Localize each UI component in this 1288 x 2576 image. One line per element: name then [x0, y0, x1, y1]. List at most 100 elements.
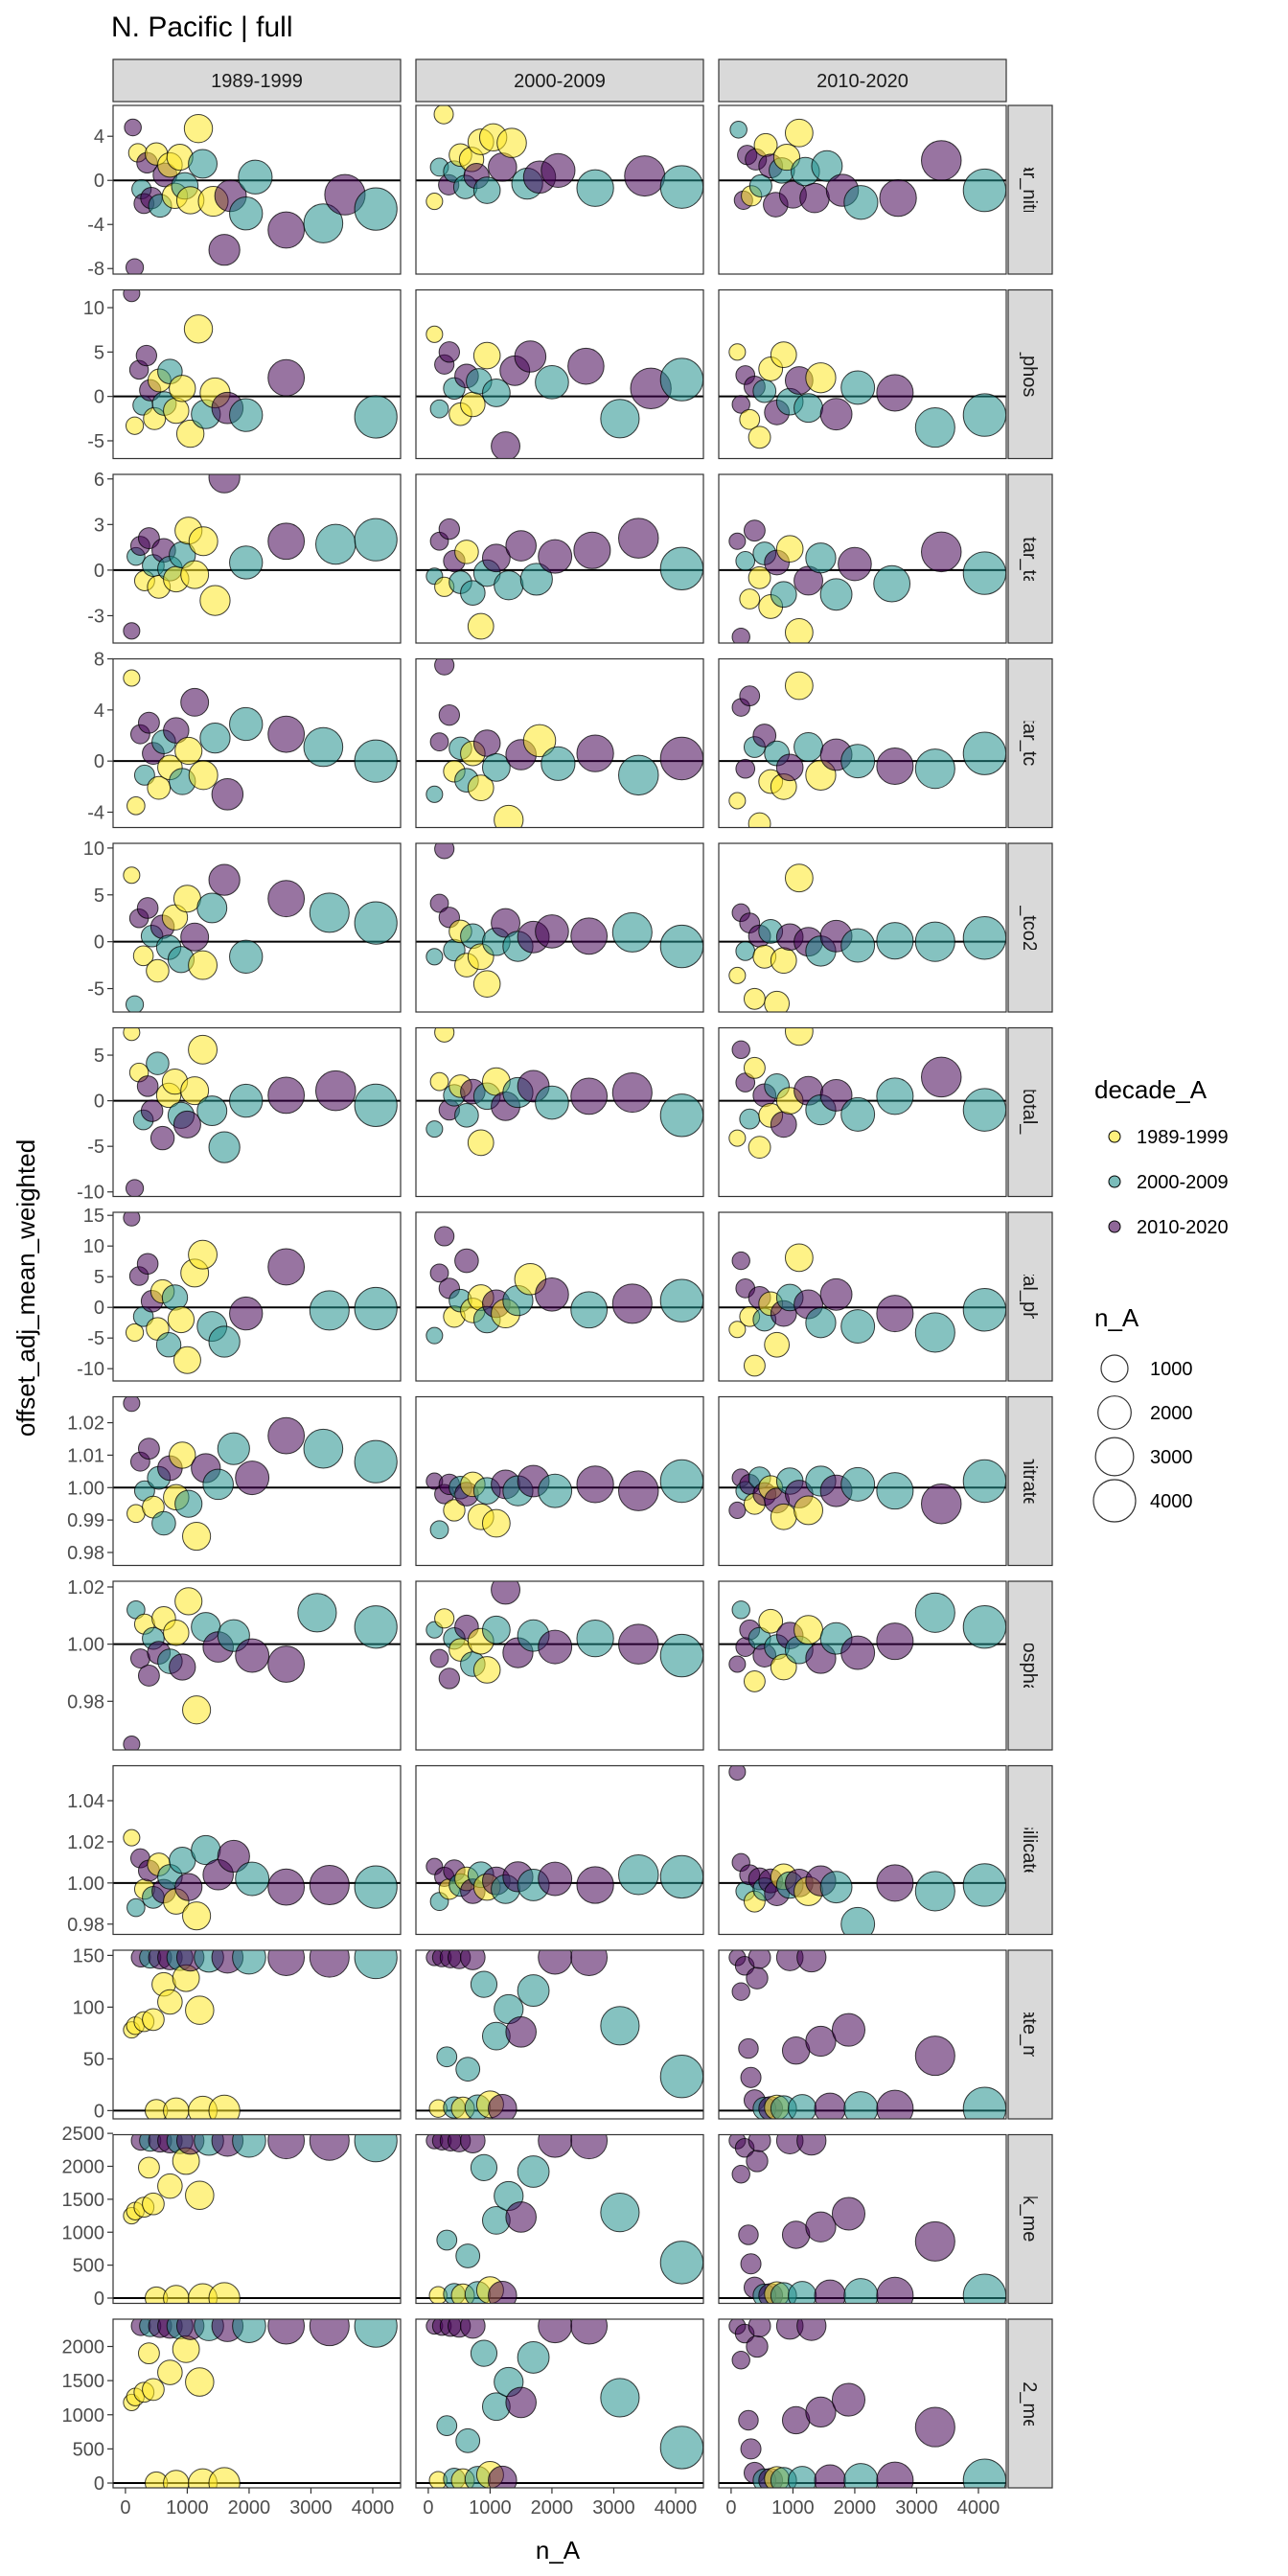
data-point	[429, 1520, 449, 1540]
data-point	[576, 1465, 614, 1504]
legend-size-label: 3000	[1150, 1447, 1193, 1468]
data-point	[748, 1950, 771, 1969]
data-point	[784, 863, 814, 893]
panel-points	[416, 1854, 703, 1912]
panel-border	[415, 2318, 704, 2489]
y-tick-label: -5	[87, 1328, 104, 1349]
data-point	[123, 1212, 141, 1227]
data-point	[748, 565, 771, 589]
facet-strips: 1989-1999 2000-2009 2010-2020 cstar_nitrate…	[112, 58, 1053, 2489]
data-point	[436, 2046, 458, 2068]
data-point	[354, 1865, 398, 1909]
data-point	[172, 1346, 201, 1374]
data-point	[743, 1354, 766, 1377]
data-point	[467, 1129, 494, 1157]
data-point	[180, 922, 210, 952]
data-point	[132, 945, 154, 967]
data-point	[125, 1179, 145, 1197]
data-point	[460, 2134, 486, 2153]
y-tick-label: -5	[87, 431, 104, 452]
panel-points	[719, 341, 1006, 449]
data-point	[914, 407, 955, 448]
data-point	[775, 535, 804, 563]
data-point	[731, 627, 750, 643]
y-tick-label: 6	[94, 470, 104, 491]
data-point	[185, 1995, 215, 2025]
panel-points	[113, 1828, 401, 1931]
data-point	[659, 546, 703, 590]
data-point	[570, 1077, 609, 1116]
data-point	[746, 1966, 769, 1990]
data-point	[496, 127, 527, 158]
data-point	[433, 105, 454, 125]
data-point	[229, 545, 264, 580]
data-point	[123, 1828, 141, 1847]
row-strip-label: cstar_tco2	[1019, 699, 1040, 787]
panel-background	[416, 1765, 703, 1935]
data-point	[962, 1459, 1006, 1504]
data-point	[805, 2396, 837, 2428]
data-point	[731, 2165, 750, 2184]
data-point	[142, 2008, 165, 2032]
row-strip	[1007, 1395, 1053, 1567]
data-point	[434, 843, 455, 860]
y-tick-label: 5	[94, 886, 104, 907]
data-point	[805, 2211, 837, 2242]
data-point	[876, 1472, 914, 1510]
data-point	[538, 1473, 573, 1508]
y-tick-label: 100	[73, 1997, 104, 2018]
data-point	[814, 2279, 846, 2304]
data-point	[843, 2278, 879, 2304]
row-strip-label: phosphate	[1019, 1621, 1040, 1710]
y-tick-label: 1.02	[67, 1832, 104, 1853]
y-tick-label: 2000	[62, 2157, 105, 2178]
data-point	[137, 1665, 160, 1687]
row-strip	[1007, 1026, 1053, 1198]
panel-border	[718, 2133, 1007, 2305]
panel-border	[718, 1764, 1007, 1936]
data-point	[921, 531, 962, 573]
panel-points	[719, 118, 1006, 220]
data-point	[611, 1283, 653, 1324]
data-point	[217, 1432, 250, 1465]
data-point	[208, 2094, 241, 2119]
data-point	[659, 1278, 703, 1322]
data-point	[600, 2193, 640, 2233]
data-point	[729, 121, 748, 139]
data-point	[659, 357, 703, 402]
data-point	[659, 924, 703, 969]
data-point	[123, 1736, 141, 1750]
data-point	[505, 2201, 537, 2233]
panel-points	[719, 1027, 1006, 1160]
data-point	[315, 523, 356, 565]
data-point	[163, 717, 190, 744]
panel-points	[719, 671, 1006, 828]
panel-border	[112, 1580, 402, 1751]
data-point	[169, 1441, 196, 1469]
data-point	[229, 1296, 264, 1331]
data-point	[618, 1470, 659, 1511]
x-tick-label: 0	[423, 2497, 433, 2518]
panel-points	[719, 1765, 1006, 1935]
data-point	[124, 118, 142, 137]
x-tick-label: 3000	[895, 2497, 938, 2518]
data-point	[775, 753, 804, 782]
data-point	[517, 2155, 550, 2188]
data-point	[429, 399, 449, 419]
data-point	[743, 1669, 766, 1692]
data-point	[796, 1950, 827, 1973]
data-point	[840, 928, 876, 963]
panel-points	[113, 1027, 401, 1197]
x-tick-label: 1000	[166, 2497, 209, 2518]
data-point	[770, 341, 797, 368]
y-tick-label: -4	[87, 803, 104, 824]
x-tick-label: 4000	[655, 2497, 698, 2518]
panel-border	[718, 1580, 1007, 1751]
data-point	[805, 2025, 837, 2058]
data-point	[728, 1765, 747, 1781]
legend-size-key	[1097, 1395, 1132, 1430]
data-point	[876, 374, 914, 412]
data-point	[962, 1605, 1006, 1649]
data-point	[517, 1974, 550, 2008]
panel-background	[416, 1581, 703, 1750]
